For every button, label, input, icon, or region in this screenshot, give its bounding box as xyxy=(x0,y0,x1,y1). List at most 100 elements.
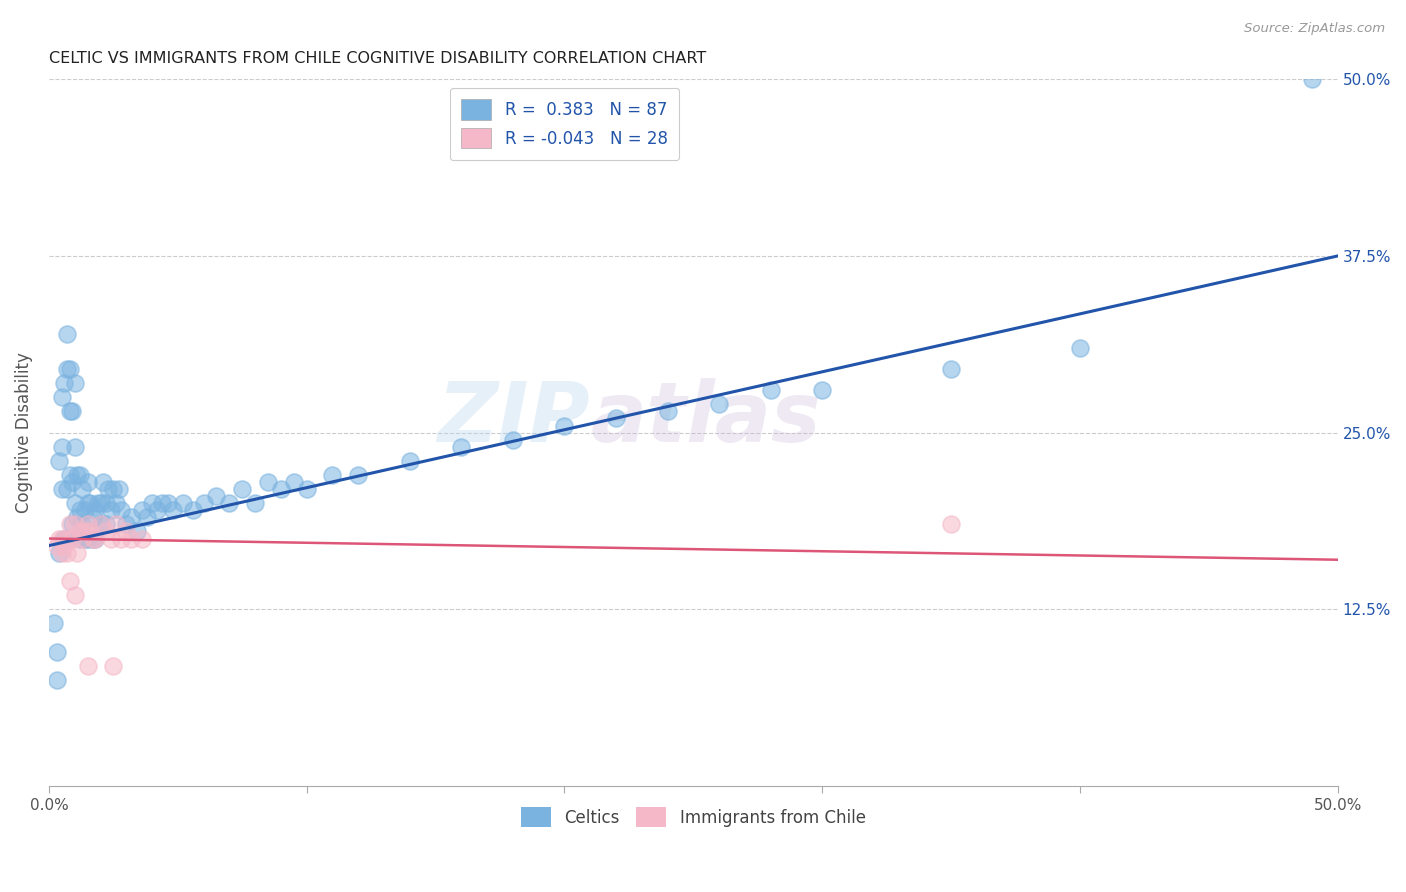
Point xyxy=(63,517,86,532)
Point xyxy=(76,532,98,546)
Text: CELTIC VS IMMIGRANTS FROM CHILE COGNITIVE DISABILITY CORRELATION CHART: CELTIC VS IMMIGRANTS FROM CHILE COGNITIV… xyxy=(49,51,706,66)
Point xyxy=(51,482,73,496)
Point xyxy=(502,433,524,447)
Point xyxy=(398,454,420,468)
Point xyxy=(56,482,79,496)
Point xyxy=(553,418,575,433)
Point xyxy=(115,524,138,539)
Point xyxy=(82,510,104,524)
Point xyxy=(58,517,80,532)
Point xyxy=(58,404,80,418)
Point xyxy=(73,532,96,546)
Point xyxy=(97,482,120,496)
Point xyxy=(51,390,73,404)
Point xyxy=(42,616,65,631)
Point xyxy=(172,496,194,510)
Y-axis label: Cognitive Disability: Cognitive Disability xyxy=(15,352,32,513)
Point xyxy=(939,517,962,532)
Point xyxy=(60,517,83,532)
Point xyxy=(56,362,79,376)
Point xyxy=(103,658,125,673)
Point xyxy=(45,673,67,687)
Point xyxy=(181,503,204,517)
Point xyxy=(283,475,305,489)
Point xyxy=(84,532,107,546)
Point xyxy=(87,496,110,510)
Point xyxy=(759,383,782,397)
Point xyxy=(48,532,70,546)
Point xyxy=(63,376,86,391)
Point xyxy=(69,503,91,517)
Text: Source: ZipAtlas.com: Source: ZipAtlas.com xyxy=(1244,22,1385,36)
Point xyxy=(939,362,962,376)
Point xyxy=(58,467,80,482)
Point xyxy=(295,482,318,496)
Point xyxy=(66,546,89,560)
Point xyxy=(56,532,79,546)
Point xyxy=(63,496,86,510)
Point xyxy=(707,397,730,411)
Point xyxy=(91,475,114,489)
Point xyxy=(60,404,83,418)
Point xyxy=(100,503,122,517)
Point xyxy=(120,510,142,524)
Point xyxy=(51,440,73,454)
Point xyxy=(89,496,111,510)
Point xyxy=(115,517,138,532)
Point xyxy=(58,574,80,588)
Point xyxy=(110,532,132,546)
Point xyxy=(69,524,91,539)
Point xyxy=(257,475,280,489)
Point xyxy=(1069,341,1091,355)
Point xyxy=(141,496,163,510)
Point xyxy=(156,496,179,510)
Point xyxy=(76,475,98,489)
Point xyxy=(89,517,111,532)
Point xyxy=(107,482,129,496)
Point xyxy=(104,496,127,510)
Point xyxy=(135,510,157,524)
Point xyxy=(1301,72,1323,87)
Point xyxy=(56,546,79,560)
Point xyxy=(73,503,96,517)
Point xyxy=(56,532,79,546)
Point xyxy=(48,546,70,560)
Point xyxy=(82,532,104,546)
Point xyxy=(125,524,148,539)
Point xyxy=(89,517,111,532)
Point xyxy=(45,539,67,553)
Point xyxy=(79,496,101,510)
Point xyxy=(657,404,679,418)
Point xyxy=(450,440,472,454)
Point xyxy=(72,482,94,496)
Point xyxy=(63,440,86,454)
Point xyxy=(162,503,184,517)
Point xyxy=(110,503,132,517)
Point xyxy=(82,532,104,546)
Point xyxy=(270,482,292,496)
Point xyxy=(58,362,80,376)
Text: ZIP: ZIP xyxy=(437,378,591,459)
Point xyxy=(72,532,94,546)
Point xyxy=(45,644,67,658)
Point xyxy=(76,517,98,532)
Point xyxy=(60,532,83,546)
Point xyxy=(69,532,91,546)
Point xyxy=(146,503,169,517)
Point xyxy=(193,496,215,510)
Point xyxy=(66,467,89,482)
Point xyxy=(321,467,343,482)
Point xyxy=(60,475,83,489)
Point xyxy=(100,532,122,546)
Point xyxy=(150,496,173,510)
Point xyxy=(72,517,94,532)
Point xyxy=(94,524,117,539)
Legend: Celtics, Immigrants from Chile: Celtics, Immigrants from Chile xyxy=(515,800,872,834)
Text: atlas: atlas xyxy=(591,378,821,459)
Point xyxy=(53,539,76,553)
Point xyxy=(56,326,79,341)
Point xyxy=(69,467,91,482)
Point xyxy=(53,532,76,546)
Point xyxy=(84,532,107,546)
Point xyxy=(347,467,370,482)
